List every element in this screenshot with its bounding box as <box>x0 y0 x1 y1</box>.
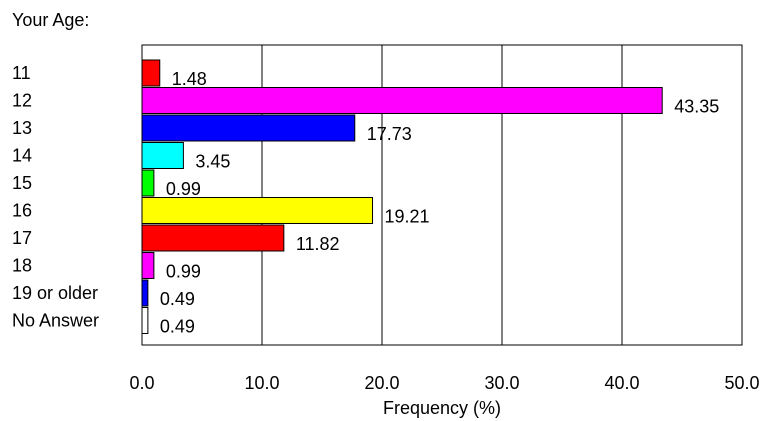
bar <box>141 279 149 307</box>
data-label: 11.82 <box>296 234 340 254</box>
bar <box>141 224 285 252</box>
x-ticks: 0.0 10.0 20.0 30.0 40.0 50.0 <box>129 373 759 393</box>
value-labels: 1.48 43.35 17.73 3.45 0.99 19.21 11.82 0.99 0.49… <box>160 69 719 337</box>
bar <box>141 252 155 279</box>
x-tick-label: 50.0 <box>724 373 759 393</box>
bar <box>141 169 155 197</box>
category-label: 18 <box>12 256 32 276</box>
bar <box>141 114 356 142</box>
data-label: 0.49 <box>160 289 195 309</box>
category-label: No Answer <box>12 311 99 331</box>
x-tick-label: 20.0 <box>364 373 399 393</box>
bar <box>141 197 374 224</box>
category-label: 16 <box>12 201 32 221</box>
bar <box>141 59 161 87</box>
bar <box>141 142 184 169</box>
data-label: 1.48 <box>172 69 207 89</box>
category-label: 12 <box>12 91 32 111</box>
data-label: 43.35 <box>674 97 719 117</box>
category-label: 13 <box>12 118 32 138</box>
data-label: 19.21 <box>385 207 430 227</box>
x-tick-label: 10.0 <box>244 373 279 393</box>
category-label: 11 <box>12 63 31 83</box>
x-tick-label: 30.0 <box>484 373 519 393</box>
x-tick-label: 0.0 <box>129 373 154 393</box>
data-label: 0.99 <box>166 179 201 199</box>
category-label: 14 <box>12 146 32 166</box>
plot-frame <box>141 44 743 346</box>
category-label: 17 <box>12 228 32 248</box>
category-label: 19 or older <box>12 283 98 303</box>
x-tick-label: 40.0 <box>604 373 639 393</box>
data-label: 0.49 <box>160 317 195 337</box>
bar <box>141 307 149 334</box>
x-axis-label: Frequency (%) <box>383 398 501 418</box>
category-labels: 11 12 13 14 15 16 17 18 19 or older No Answer <box>12 63 99 331</box>
bars <box>141 59 663 334</box>
chart-title: Your Age: <box>12 10 90 30</box>
data-label: 3.45 <box>195 152 230 172</box>
data-label: 0.99 <box>166 262 201 282</box>
category-label: 15 <box>12 173 32 193</box>
bar <box>141 87 663 114</box>
data-label: 17.73 <box>367 124 412 144</box>
